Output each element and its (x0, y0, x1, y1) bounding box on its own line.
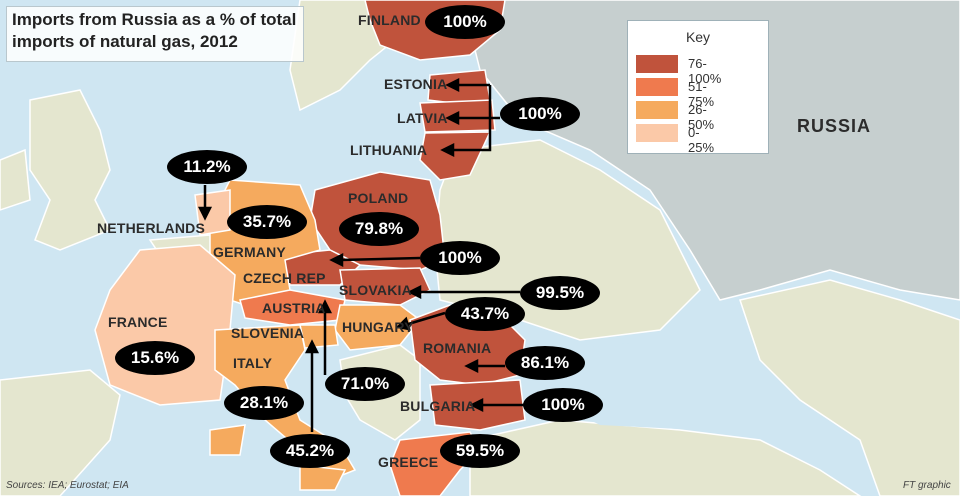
label-romania: ROMANIA (423, 340, 492, 356)
value-romania: 86.1% (505, 346, 585, 380)
label-austria: AUSTRIA (262, 300, 326, 316)
legend-title: Key (685, 29, 711, 45)
label-finland: FINLAND (358, 12, 421, 28)
value-baltics: 100% (500, 97, 580, 131)
label-germany: GERMANY (213, 244, 286, 260)
country-sicily (299, 464, 347, 491)
label-bulgaria: BULGARIA (400, 398, 476, 414)
country-sardinia (209, 424, 246, 456)
value-italy: 28.1% (224, 386, 304, 420)
label-russia: RUSSIA (797, 116, 872, 136)
legend-label: 51-75% (688, 79, 715, 109)
value-slovenia: 45.2% (270, 434, 350, 468)
arrow-baltics-lithuania (450, 85, 492, 152)
country-slovenia (299, 324, 339, 349)
arrowhead-lithuania (440, 142, 455, 158)
land-turkey (469, 419, 862, 496)
legend-label: 76-100% (688, 56, 722, 86)
arrowhead-romania (464, 358, 479, 374)
value-hungary: 43.7% (445, 297, 525, 331)
arrowhead-austria (317, 299, 333, 314)
legend-label: 26-50% (688, 102, 715, 132)
arrowhead-czech (329, 252, 344, 268)
legend-swatch (636, 55, 678, 73)
legend-label: 0-25% (688, 125, 715, 155)
label-latvia: LATVIA (397, 110, 448, 126)
arrowhead-hungary (395, 316, 411, 331)
label-slovakia: SLOVAKIA (339, 282, 412, 298)
label-estonia: ESTONIA (384, 76, 448, 92)
arrowhead-slovenia (304, 339, 320, 354)
value-slovakia: 99.5% (520, 276, 600, 310)
value-czech: 100% (420, 241, 500, 275)
legend-swatch (636, 124, 678, 142)
map-title: Imports from Russia as a % of total impo… (12, 10, 297, 51)
arrow-czech (339, 256, 421, 262)
label-hungary: HUNGARY (342, 319, 414, 335)
sources-note: Sources: IEA; Eurostat; EIA (6, 480, 129, 491)
legend: Key 76-100% 51-75% 26-50% 0-25% (627, 20, 769, 155)
label-netherlands: NETHERLANDS (97, 220, 205, 236)
legend-swatch (636, 78, 678, 96)
value-poland: 79.8% (339, 212, 419, 246)
value-germany: 35.7% (227, 205, 307, 239)
label-slovenia: SLOVENIA (231, 325, 305, 341)
value-austria: 71.0% (325, 367, 405, 401)
label-poland: POLAND (348, 190, 409, 206)
title-box (6, 6, 304, 62)
label-italy: ITALY (233, 355, 273, 371)
arrowhead-latvia (445, 110, 460, 126)
label-lithuania: LITHUANIA (350, 142, 428, 158)
arrowhead-estonia (445, 77, 460, 93)
land-caucasus (739, 279, 960, 496)
value-bulgaria: 100% (523, 388, 603, 422)
land-iberia (0, 369, 121, 496)
arrowhead-slovakia (407, 284, 422, 300)
label-czech: CZECH REP (243, 270, 326, 286)
value-netherlands: 11.2% (167, 150, 247, 184)
land-uk (29, 89, 112, 251)
value-greece: 59.5% (440, 434, 520, 468)
country-slovakia (339, 267, 431, 306)
country-lithuania (419, 131, 492, 181)
arrowhead-bulgaria (469, 397, 484, 413)
arrow-hungary (404, 311, 446, 327)
land-ireland (0, 148, 31, 211)
arrowhead-netherlands (197, 206, 213, 221)
value-finland: 100% (425, 5, 505, 39)
label-greece: GREECE (378, 454, 439, 470)
legend-swatch (636, 101, 678, 119)
value-france: 15.6% (115, 341, 195, 375)
credit-note: FT graphic (903, 480, 951, 491)
label-france: FRANCE (108, 314, 168, 330)
